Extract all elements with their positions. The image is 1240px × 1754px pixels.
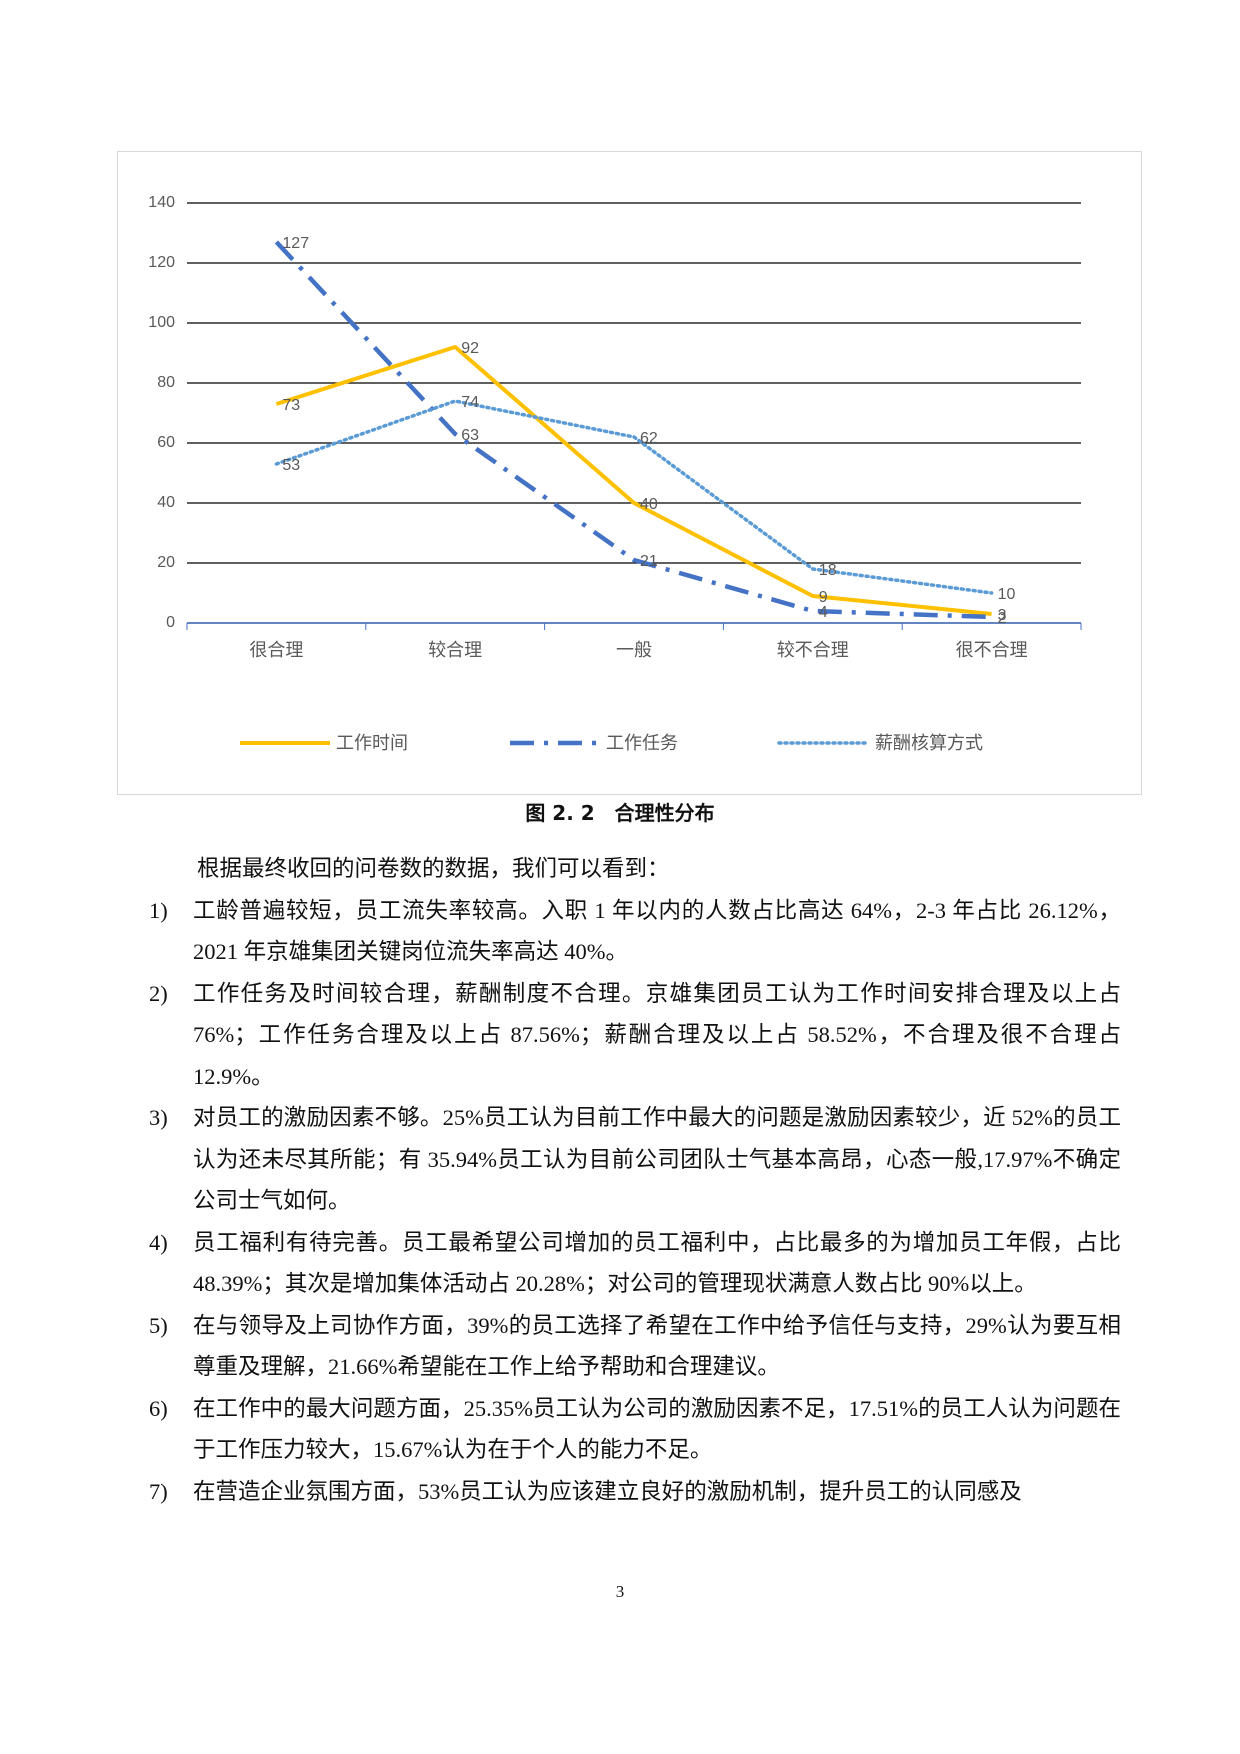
list-item: 2) 工作任务及时间较合理，薪酬制度不合理。京雄集团员工认为工作时间安排合理及以上… (149, 973, 1121, 1098)
list-item: 1) 工龄普遍较短，员工流失率较高。入职 1 年以内的人数占比高达 64%，2-3… (149, 890, 1121, 973)
data-label: 53 (282, 457, 300, 474)
list-item: 4) 员工福利有待完善。员工最希望公司增加的员工福利中，占比最多的为增加员工年假，… (149, 1222, 1121, 1305)
item-text: 员工福利有待完善。员工最希望公司增加的员工福利中，占比最多的为增加员工年假，占比… (193, 1229, 1121, 1297)
legend-label: 薪酬核算方式 (875, 733, 983, 753)
data-label: 21 (640, 553, 658, 570)
data-label: 40 (640, 496, 658, 513)
x-tick-label: 一般 (616, 640, 652, 660)
x-tick-label: 较不合理 (777, 640, 849, 660)
x-tick-label: 较合理 (428, 640, 482, 660)
list-item: 5) 在与领导及上司协作方面，39%的员工选择了希望在工作中给予信任与支持，29%… (149, 1305, 1121, 1388)
data-label: 74 (461, 394, 479, 411)
item-text: 工龄普遍较短，员工流失率较高。入职 1 年以内的人数占比高达 64%，2-3 年… (193, 897, 1121, 965)
item-text: 对员工的激励因素不够。25%员工认为目前工作中最大的问题是激励因素较少，近 52… (193, 1105, 1121, 1213)
y-tick-label: 120 (148, 254, 175, 271)
y-tick-label: 140 (148, 194, 175, 211)
series-line (274, 240, 992, 620)
y-tick-label: 60 (157, 434, 175, 451)
data-label: 127 (282, 235, 309, 252)
chart-frame (117, 151, 1142, 795)
page-number: 3 (615, 1582, 625, 1601)
item-text: 在工作中的最大问题方面，25.35%员工认为公司的激励因素不足，17.51%的员… (193, 1395, 1121, 1463)
item-number: 3) (149, 1105, 168, 1130)
list-item: 6) 在工作中的最大问题方面，25.35%员工认为公司的激励因素不足，17.51%… (149, 1388, 1121, 1471)
item-number: 7) (149, 1478, 168, 1504)
x-tick-label: 很不合理 (956, 640, 1028, 660)
item-number: 6) (149, 1395, 168, 1421)
data-label: 62 (640, 430, 658, 447)
y-tick-label: 20 (157, 554, 175, 571)
item-number: 5) (149, 1312, 168, 1338)
list-item: 7) 在营造企业氛围方面，53%员工认为应该建立良好的激励机制，提升员工的认同感及 (149, 1471, 1121, 1513)
item-number: 2) (149, 980, 168, 1006)
item-number: 1) (149, 897, 168, 923)
x-tick-label: 很合理 (249, 640, 303, 660)
data-label: 3 (998, 607, 1007, 624)
data-label: 63 (461, 427, 479, 444)
data-label: 73 (282, 397, 300, 414)
item-text: 在与领导及上司协作方面，39%的员工选择了希望在工作中给予信任与支持，29%认为… (193, 1312, 1121, 1380)
data-label: 9 (819, 589, 828, 606)
y-tick-label: 0 (166, 614, 175, 631)
caption: 图 2. 2 合理性分布 (525, 801, 715, 825)
data-label: 10 (998, 586, 1016, 603)
item-number: 4) (149, 1229, 168, 1255)
y-tick-label: 40 (157, 494, 175, 511)
item-text: 在营造企业氛围方面，53%员工认为应该建立良好的激励机制，提升员工的认同感及 (193, 1478, 1022, 1504)
data-label: 92 (461, 340, 479, 357)
legend-label: 工作时间 (336, 733, 408, 753)
data-label: 18 (819, 562, 837, 579)
series-line (274, 399, 994, 595)
data-label: 4 (819, 604, 828, 621)
body-text: 根据最终收回的问卷数的数据，我们可以看到： 1) 工龄普遍较短，员工流失率较高。入… (149, 848, 1121, 1512)
data-label: 2 (998, 610, 1007, 627)
y-tick-label: 100 (148, 314, 175, 331)
list-item: 3) 对员工的激励因素不够。25%员工认为目前工作中最大的问题是激励因素较少，近 … (149, 1097, 1121, 1222)
series-line (275, 345, 992, 616)
legend-label: 工作任务 (606, 733, 678, 753)
item-text: 工作任务及时间较合理，薪酬制度不合理。京雄集团员工认为工作时间安排合理及以上占 … (193, 980, 1121, 1089)
y-tick-label: 80 (157, 374, 175, 391)
intro: 根据最终收回的问卷数的数据，我们可以看到： (197, 856, 670, 881)
